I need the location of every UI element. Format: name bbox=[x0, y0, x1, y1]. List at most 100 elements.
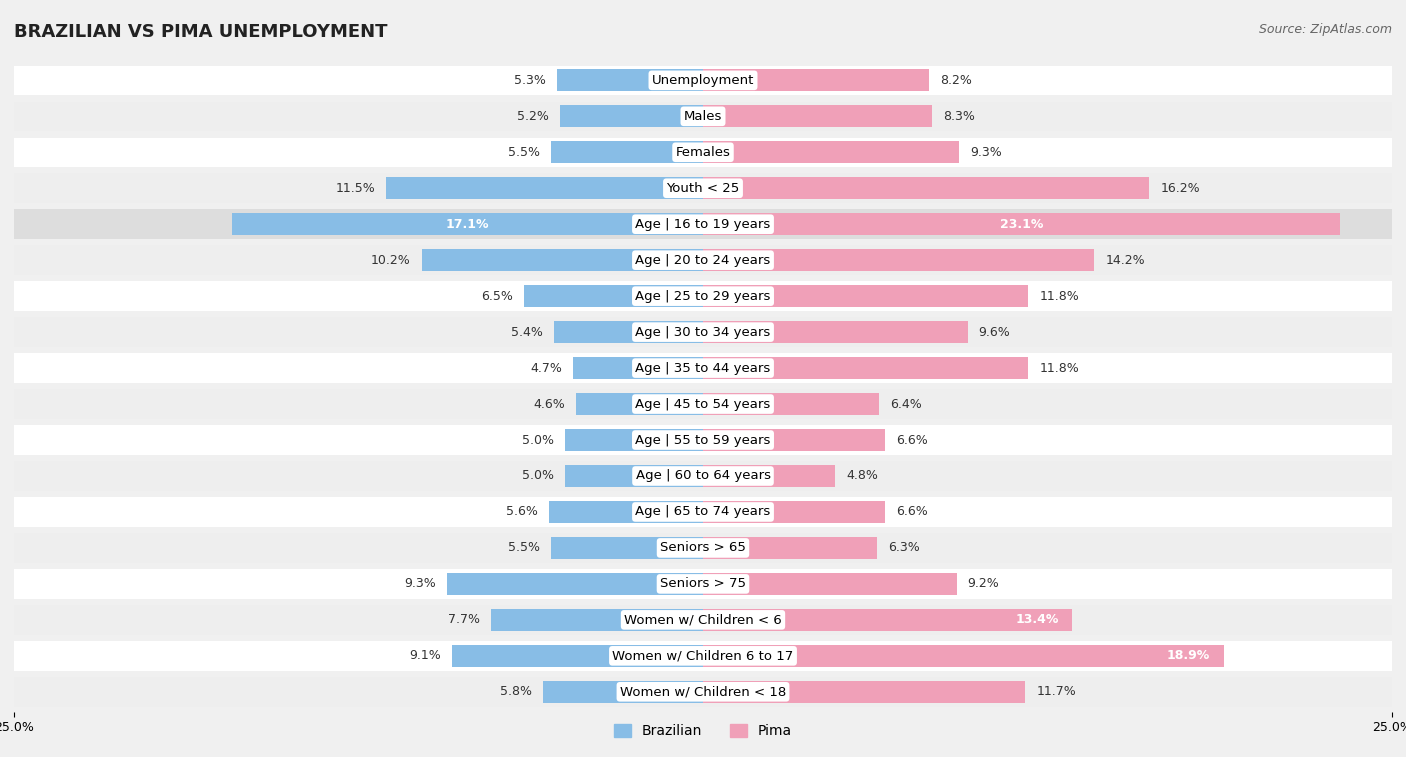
Bar bbox=[14, 101, 1392, 131]
Text: 23.1%: 23.1% bbox=[1000, 218, 1043, 231]
Bar bbox=[703, 321, 967, 343]
Text: 7.7%: 7.7% bbox=[447, 613, 479, 626]
Text: 5.5%: 5.5% bbox=[509, 146, 540, 159]
Text: 5.8%: 5.8% bbox=[501, 685, 531, 698]
Bar bbox=[703, 465, 835, 488]
Text: Males: Males bbox=[683, 110, 723, 123]
Text: 11.5%: 11.5% bbox=[335, 182, 375, 195]
Text: 4.7%: 4.7% bbox=[530, 362, 562, 375]
Text: 6.3%: 6.3% bbox=[887, 541, 920, 554]
Text: 9.3%: 9.3% bbox=[970, 146, 1002, 159]
Text: Unemployment: Unemployment bbox=[652, 74, 754, 87]
Text: 9.6%: 9.6% bbox=[979, 326, 1011, 338]
Bar bbox=[14, 641, 1392, 671]
Text: 9.1%: 9.1% bbox=[409, 650, 441, 662]
Bar bbox=[551, 537, 703, 559]
Text: 5.0%: 5.0% bbox=[522, 434, 554, 447]
Text: 8.2%: 8.2% bbox=[941, 74, 972, 87]
Bar bbox=[703, 609, 1073, 631]
Text: 9.2%: 9.2% bbox=[967, 578, 1000, 590]
Legend: Brazilian, Pima: Brazilian, Pima bbox=[609, 718, 797, 743]
Bar bbox=[14, 497, 1392, 527]
Bar bbox=[453, 645, 703, 667]
Text: 16.2%: 16.2% bbox=[1160, 182, 1201, 195]
Bar bbox=[565, 429, 703, 451]
Text: Source: ZipAtlas.com: Source: ZipAtlas.com bbox=[1258, 23, 1392, 36]
Text: 4.8%: 4.8% bbox=[846, 469, 879, 482]
Bar bbox=[703, 213, 1340, 235]
Bar bbox=[703, 69, 929, 92]
Text: Age | 16 to 19 years: Age | 16 to 19 years bbox=[636, 218, 770, 231]
Bar bbox=[703, 105, 932, 127]
Text: Age | 55 to 59 years: Age | 55 to 59 years bbox=[636, 434, 770, 447]
Bar bbox=[387, 177, 703, 199]
Bar bbox=[703, 429, 884, 451]
Text: 4.6%: 4.6% bbox=[533, 397, 565, 410]
Bar bbox=[703, 141, 959, 164]
Bar bbox=[548, 501, 703, 523]
Text: 5.6%: 5.6% bbox=[506, 506, 537, 519]
Text: Age | 20 to 24 years: Age | 20 to 24 years bbox=[636, 254, 770, 266]
Bar bbox=[14, 389, 1392, 419]
Bar bbox=[703, 681, 1025, 703]
Text: Women w/ Children < 6: Women w/ Children < 6 bbox=[624, 613, 782, 626]
Bar bbox=[574, 357, 703, 379]
Bar bbox=[703, 285, 1028, 307]
Bar bbox=[554, 321, 703, 343]
Bar bbox=[524, 285, 703, 307]
Text: Age | 35 to 44 years: Age | 35 to 44 years bbox=[636, 362, 770, 375]
Bar bbox=[14, 282, 1392, 311]
Text: 11.8%: 11.8% bbox=[1039, 290, 1078, 303]
Bar bbox=[14, 317, 1392, 347]
Bar bbox=[14, 66, 1392, 95]
Bar bbox=[543, 681, 703, 703]
Bar bbox=[703, 177, 1150, 199]
Text: 6.6%: 6.6% bbox=[896, 506, 928, 519]
Text: 11.7%: 11.7% bbox=[1036, 685, 1076, 698]
Text: BRAZILIAN VS PIMA UNEMPLOYMENT: BRAZILIAN VS PIMA UNEMPLOYMENT bbox=[14, 23, 388, 41]
Bar bbox=[576, 393, 703, 415]
Bar bbox=[14, 245, 1392, 275]
Text: 11.8%: 11.8% bbox=[1039, 362, 1078, 375]
Text: Youth < 25: Youth < 25 bbox=[666, 182, 740, 195]
Bar bbox=[491, 609, 703, 631]
Bar bbox=[703, 501, 884, 523]
Text: Age | 60 to 64 years: Age | 60 to 64 years bbox=[636, 469, 770, 482]
Text: 5.4%: 5.4% bbox=[512, 326, 543, 338]
Text: 5.2%: 5.2% bbox=[517, 110, 548, 123]
Text: 6.6%: 6.6% bbox=[896, 434, 928, 447]
Bar bbox=[14, 138, 1392, 167]
Bar bbox=[14, 677, 1392, 706]
Bar bbox=[232, 213, 703, 235]
Bar bbox=[703, 537, 876, 559]
Bar bbox=[14, 354, 1392, 383]
Bar bbox=[703, 357, 1028, 379]
Text: Women w/ Children 6 to 17: Women w/ Children 6 to 17 bbox=[613, 650, 793, 662]
Bar bbox=[560, 105, 703, 127]
Text: Age | 30 to 34 years: Age | 30 to 34 years bbox=[636, 326, 770, 338]
Text: Seniors > 65: Seniors > 65 bbox=[659, 541, 747, 554]
Bar bbox=[14, 533, 1392, 562]
Bar bbox=[703, 573, 956, 595]
Bar bbox=[14, 425, 1392, 455]
Text: 14.2%: 14.2% bbox=[1105, 254, 1144, 266]
Text: 5.0%: 5.0% bbox=[522, 469, 554, 482]
Bar bbox=[557, 69, 703, 92]
Text: Women w/ Children < 18: Women w/ Children < 18 bbox=[620, 685, 786, 698]
Text: 18.9%: 18.9% bbox=[1167, 650, 1211, 662]
Text: Age | 65 to 74 years: Age | 65 to 74 years bbox=[636, 506, 770, 519]
Bar bbox=[14, 605, 1392, 634]
Text: 5.3%: 5.3% bbox=[515, 74, 546, 87]
Text: Age | 45 to 54 years: Age | 45 to 54 years bbox=[636, 397, 770, 410]
Bar bbox=[703, 393, 879, 415]
Bar bbox=[703, 249, 1094, 271]
Text: 5.5%: 5.5% bbox=[509, 541, 540, 554]
Bar bbox=[14, 210, 1392, 239]
Bar bbox=[551, 141, 703, 164]
Text: 17.1%: 17.1% bbox=[446, 218, 489, 231]
Bar bbox=[565, 465, 703, 488]
Bar bbox=[14, 569, 1392, 599]
Text: Age | 25 to 29 years: Age | 25 to 29 years bbox=[636, 290, 770, 303]
Bar bbox=[447, 573, 703, 595]
Text: Seniors > 75: Seniors > 75 bbox=[659, 578, 747, 590]
